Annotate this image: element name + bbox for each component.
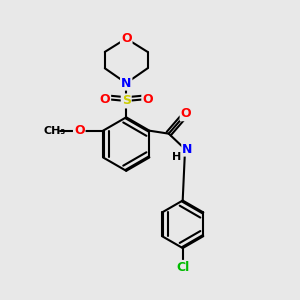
Text: O: O <box>181 107 191 120</box>
Text: O: O <box>121 32 131 45</box>
Text: Cl: Cl <box>176 261 189 274</box>
Text: S: S <box>122 94 131 107</box>
Text: H: H <box>172 152 182 161</box>
Text: N: N <box>182 142 193 156</box>
Text: O: O <box>142 93 153 106</box>
Text: O: O <box>74 124 85 137</box>
Text: CH₃: CH₃ <box>44 126 66 136</box>
Text: O: O <box>100 93 110 106</box>
Text: N: N <box>121 76 131 90</box>
